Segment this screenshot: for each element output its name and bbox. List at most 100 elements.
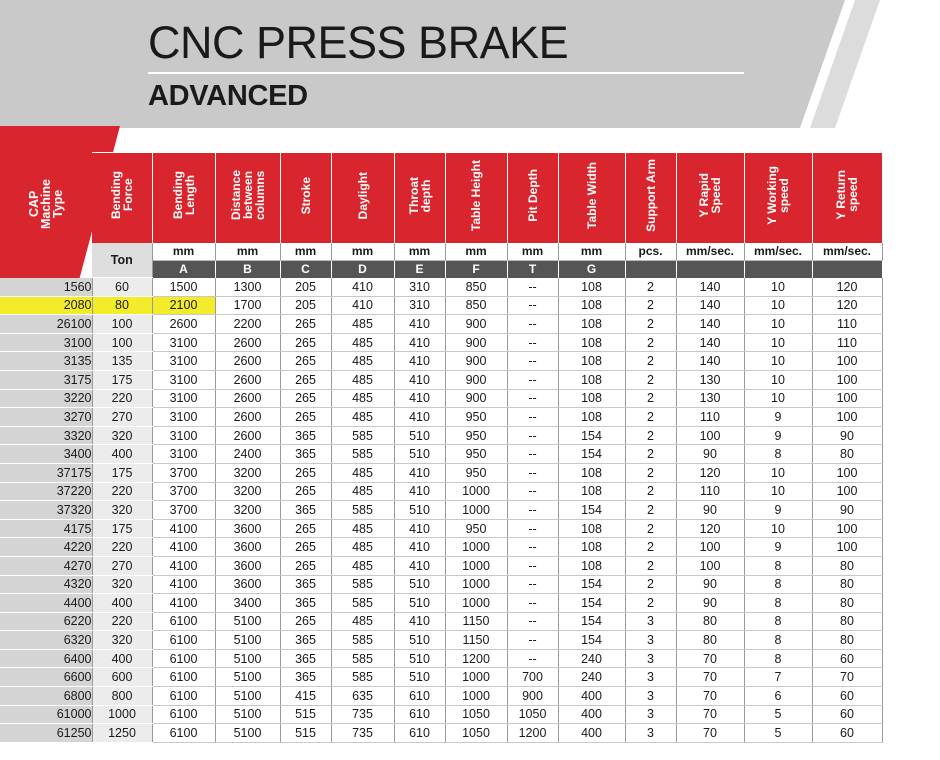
table-cell: 2 bbox=[625, 519, 677, 539]
table-cell: 2600 bbox=[152, 314, 216, 334]
dimension-letter bbox=[744, 260, 813, 278]
table-cell: 485 bbox=[331, 519, 395, 539]
table-cell: 850 bbox=[445, 296, 508, 316]
table-cell: 585 bbox=[331, 667, 395, 688]
table-cell: 10 bbox=[744, 370, 813, 390]
machine-type-cell: 37175 bbox=[0, 463, 93, 483]
table-cell: 120 bbox=[812, 296, 883, 316]
machine-type-cell: 2080 bbox=[0, 296, 93, 316]
table-cell: 7 bbox=[744, 667, 813, 688]
table-cell: 90 bbox=[812, 500, 883, 520]
machine-type-cell: 3135 bbox=[0, 351, 93, 371]
table-cell: 1000 bbox=[92, 705, 153, 725]
dimension-letter: F bbox=[445, 260, 508, 278]
machine-type-header: CAP Machine Type bbox=[27, 178, 65, 229]
table-cell: 205 bbox=[280, 296, 332, 316]
table-cell: 510 bbox=[394, 500, 446, 520]
table-cell: 365 bbox=[280, 500, 332, 520]
table-cell: 9 bbox=[744, 426, 813, 446]
table-cell: 410 bbox=[394, 482, 446, 502]
table-cell: 2 bbox=[625, 389, 677, 409]
table-cell: -- bbox=[507, 482, 559, 502]
table-cell: 8 bbox=[744, 630, 813, 650]
table-cell: 510 bbox=[394, 575, 446, 595]
table-cell: 410 bbox=[394, 370, 446, 390]
table-cell: 900 bbox=[507, 686, 559, 706]
table-cell: 6100 bbox=[152, 723, 216, 743]
table-cell: 90 bbox=[676, 444, 745, 464]
column-header: Y Rapid Speed bbox=[676, 152, 745, 243]
table-cell: 900 bbox=[445, 314, 508, 334]
machine-type-cell: 3175 bbox=[0, 370, 93, 390]
column-header: Support Arm bbox=[625, 152, 677, 243]
table-cell: 140 bbox=[676, 314, 745, 334]
dimension-letter: E bbox=[394, 260, 446, 278]
units-row: Ton mm mm mm mm mm mm mm mm pcs. mm/sec.… bbox=[0, 242, 883, 278]
table-cell: 2 bbox=[625, 482, 677, 502]
table-cell: 365 bbox=[280, 667, 332, 688]
table-cell: 120 bbox=[676, 463, 745, 483]
table-cell: 4100 bbox=[152, 519, 216, 539]
table-cell: 3700 bbox=[152, 482, 216, 502]
column-header: Table Width bbox=[558, 152, 626, 243]
table-cell: 2 bbox=[625, 314, 677, 334]
table-cell: -- bbox=[507, 333, 559, 353]
table-cell: 2 bbox=[625, 277, 677, 297]
dimension-letter-row: A B C D E F T G bbox=[0, 260, 883, 278]
table-cell: 140 bbox=[676, 351, 745, 371]
table-cell: 70 bbox=[676, 723, 745, 743]
table-cell: 400 bbox=[92, 649, 153, 669]
table-row: 4270 270 4100 3600 265 485 410 1000 -- 108 2 100 8 80 bbox=[0, 556, 883, 576]
table-cell: 3600 bbox=[215, 575, 281, 595]
table-cell: 265 bbox=[280, 537, 332, 557]
table-cell: 120 bbox=[812, 277, 883, 297]
table-cell: 610 bbox=[394, 686, 446, 706]
table-cell: 900 bbox=[445, 370, 508, 390]
machine-type-cell: 3400 bbox=[0, 444, 93, 464]
table-cell: 265 bbox=[280, 389, 332, 409]
table-cell: 90 bbox=[676, 500, 745, 520]
dimension-letter: B bbox=[215, 260, 281, 278]
table-cell: 410 bbox=[394, 351, 446, 371]
table-cell: 100 bbox=[812, 482, 883, 502]
table-cell: 80 bbox=[812, 612, 883, 632]
table-cell: 950 bbox=[445, 463, 508, 483]
table-cell: 108 bbox=[558, 556, 626, 576]
table-cell: 1150 bbox=[445, 630, 508, 650]
table-cell: 415 bbox=[280, 686, 332, 706]
table-row: 3135 135 3100 2600 265 485 410 900 -- 108 2 140 10 10… bbox=[0, 351, 883, 371]
table-cell: 410 bbox=[394, 537, 446, 557]
table-cell: 108 bbox=[558, 482, 626, 502]
table-cell: 950 bbox=[445, 407, 508, 427]
table-cell: 108 bbox=[558, 333, 626, 353]
table-row: 4175 175 4100 3600 265 485 410 950 -- 108 2 120 10 10… bbox=[0, 519, 883, 539]
machine-type-cell: 6800 bbox=[0, 686, 93, 706]
table-cell: 365 bbox=[280, 575, 332, 595]
dimension-letter: C bbox=[280, 260, 332, 278]
table-cell: 60 bbox=[92, 277, 153, 297]
table-cell: -- bbox=[507, 444, 559, 464]
table-cell: 3 bbox=[625, 686, 677, 706]
table-cell: 140 bbox=[676, 296, 745, 316]
unit-label: mm bbox=[445, 242, 508, 261]
table-cell: 60 bbox=[812, 705, 883, 725]
table-cell: 70 bbox=[676, 649, 745, 669]
table-cell: 8 bbox=[744, 575, 813, 595]
table-cell: 205 bbox=[280, 277, 332, 297]
column-header: Stroke bbox=[280, 152, 332, 243]
machine-type-cell: 4400 bbox=[0, 593, 93, 613]
table-cell: 485 bbox=[331, 556, 395, 576]
table-cell: 3200 bbox=[215, 482, 281, 502]
table-cell: 100 bbox=[812, 407, 883, 427]
table-cell: -- bbox=[507, 296, 559, 316]
machine-type-cell: 26100 bbox=[0, 314, 93, 334]
unit-label: mm bbox=[331, 242, 395, 261]
table-cell: 610 bbox=[394, 705, 446, 725]
table-cell: 4100 bbox=[152, 593, 216, 613]
table-cell: 240 bbox=[558, 667, 626, 688]
table-cell: 2 bbox=[625, 370, 677, 390]
table-cell: 410 bbox=[394, 612, 446, 632]
table-cell: 510 bbox=[394, 649, 446, 669]
table-cell: 2600 bbox=[215, 351, 281, 371]
table-cell: 10 bbox=[744, 314, 813, 334]
